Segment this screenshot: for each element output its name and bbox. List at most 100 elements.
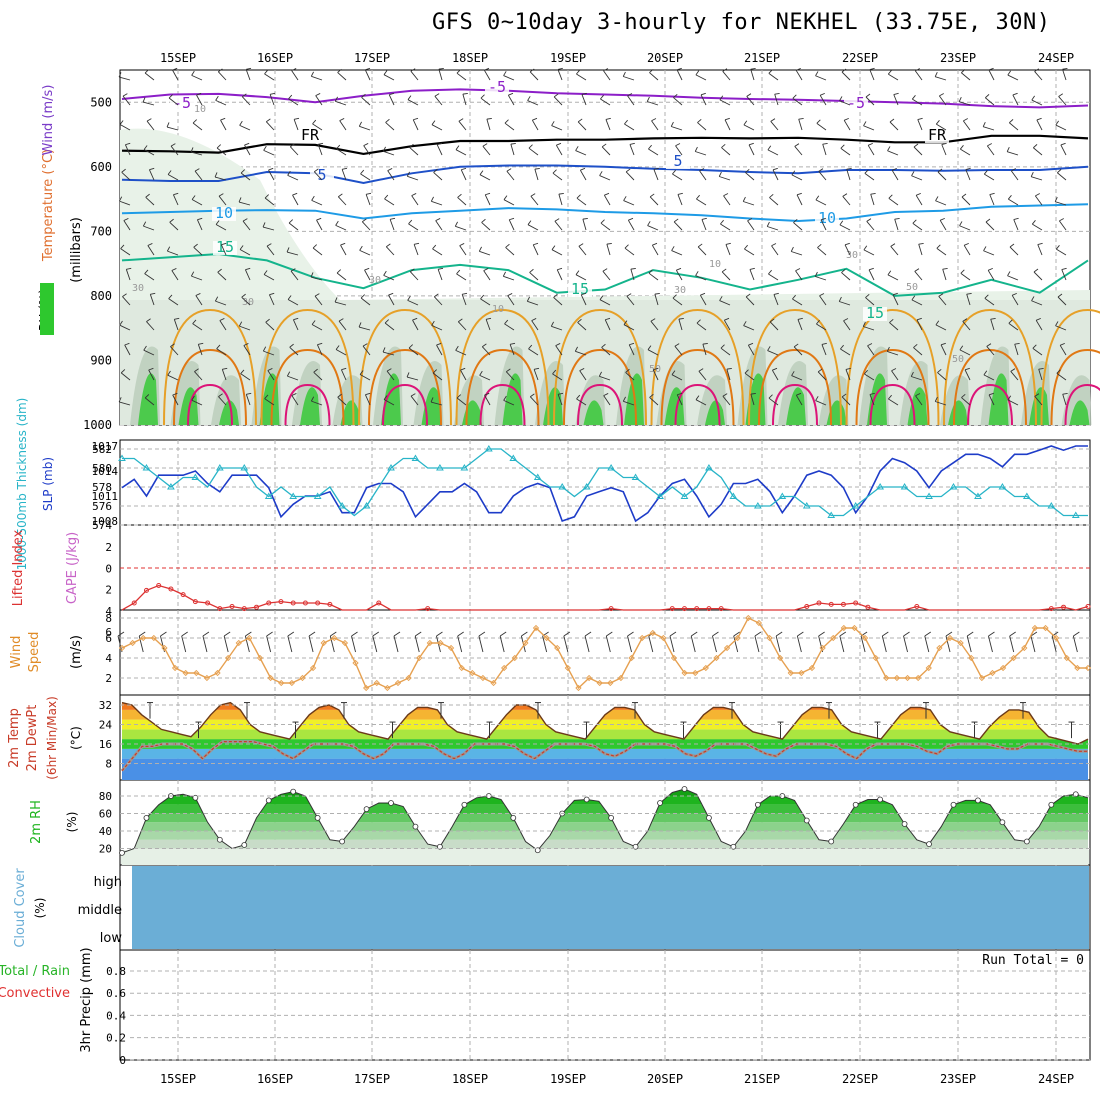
wind-barb xyxy=(555,142,563,156)
wind-barb xyxy=(768,69,779,81)
wind-barb xyxy=(168,94,179,106)
warm-contour-line xyxy=(1040,308,1100,426)
wind-barb xyxy=(791,170,803,181)
thickness-point xyxy=(362,502,371,509)
wind-speed-point xyxy=(692,669,699,677)
wind-barb xyxy=(937,368,947,381)
wind-barb xyxy=(359,245,371,256)
lifted-index-point xyxy=(278,599,284,605)
wind-barb xyxy=(744,244,755,256)
wind-barb xyxy=(983,246,995,256)
wind-speed-point xyxy=(214,669,221,677)
wind-barb xyxy=(197,342,204,356)
wind-barb xyxy=(647,345,659,356)
wind-barb xyxy=(966,292,972,306)
wind10m-barb xyxy=(1072,635,1078,653)
rh-tick: 40 xyxy=(99,825,112,838)
wind-barb xyxy=(287,295,299,306)
date-label-top: 16SEP xyxy=(257,51,293,65)
thickness-point xyxy=(1071,511,1080,518)
wind-barb xyxy=(815,396,827,406)
precip-tick: 0.4 xyxy=(106,1009,126,1022)
wind-barb xyxy=(194,168,203,181)
wind-barb xyxy=(552,169,563,181)
wind-barb xyxy=(624,244,635,256)
wind-speed-point xyxy=(777,654,784,662)
wind-barb xyxy=(958,96,971,106)
rh-color-band xyxy=(122,831,1088,840)
wind-barb xyxy=(914,268,923,281)
wind10m-barb xyxy=(796,635,802,653)
wind-barb xyxy=(238,197,251,206)
wind-speed-point xyxy=(575,684,582,692)
wind-barb xyxy=(289,143,299,156)
wind-barb xyxy=(724,117,731,131)
wind-barb xyxy=(792,294,803,306)
wind-barb xyxy=(1007,395,1019,406)
wind-barb xyxy=(575,270,587,281)
wind10m-barb-flag xyxy=(266,631,273,637)
wind10m-barb xyxy=(690,635,696,653)
wind-barb xyxy=(268,167,275,181)
wind-barb xyxy=(338,318,347,331)
rh2m-point xyxy=(926,841,932,848)
wind-speed-point xyxy=(1074,664,1081,672)
wind10m-barb-flag xyxy=(712,631,719,637)
wind-barb xyxy=(1057,169,1067,181)
wind-barb xyxy=(653,167,659,181)
wind-barb xyxy=(1059,342,1067,356)
contour-label: -5 xyxy=(488,78,506,96)
warm-contour-line xyxy=(553,308,647,426)
wind-barb xyxy=(503,395,515,406)
wind-barb xyxy=(694,146,707,156)
wind-barb xyxy=(407,295,419,306)
wind-speed-point xyxy=(819,644,826,652)
wind-speed-point xyxy=(1021,644,1028,652)
wind-barb xyxy=(430,196,443,206)
wind-barb xyxy=(457,193,467,206)
temp-tick: 24 xyxy=(99,719,113,732)
wind10m-barb-flag xyxy=(393,631,401,637)
wind-barb xyxy=(171,268,179,281)
wind-speed-point xyxy=(617,674,625,682)
wind-barb xyxy=(291,393,299,406)
wind-barb xyxy=(748,142,755,156)
wind-barb xyxy=(478,246,491,256)
lifted-index-line xyxy=(121,584,1089,611)
wind10m-barb xyxy=(605,635,611,653)
wind-barb xyxy=(217,268,227,281)
wind-barb xyxy=(726,367,732,381)
wind-barb xyxy=(144,394,155,406)
wind-speed-point xyxy=(734,634,741,642)
wind-speed-point xyxy=(936,644,943,652)
wind-barb xyxy=(959,345,971,356)
thickness-point xyxy=(313,492,322,499)
rh-color-band xyxy=(122,796,1088,805)
wind-barb xyxy=(557,392,564,406)
wind-speed-point xyxy=(288,679,295,687)
wind10m-barb-flag xyxy=(117,631,125,637)
contour-label: 10 xyxy=(492,304,504,315)
wind10m-barb-flag xyxy=(945,631,953,637)
wind-barb xyxy=(678,317,684,331)
wind-barb xyxy=(266,243,275,256)
warm-contour-line xyxy=(674,383,721,426)
lifted-index-point xyxy=(156,583,162,588)
wind10m-barb-flag xyxy=(903,631,910,637)
wind-barb xyxy=(479,170,491,181)
wind10m-barb-flag xyxy=(966,631,974,637)
contour-label: -5 xyxy=(847,94,865,112)
wind-barb xyxy=(962,118,971,131)
contour-label-bg xyxy=(815,212,839,226)
wind-barb xyxy=(938,293,947,306)
pressure-tick: 1000 xyxy=(83,418,112,432)
wind-barb xyxy=(149,292,156,306)
li-tick: 4 xyxy=(105,605,112,618)
precip-tick: 0.2 xyxy=(106,1032,126,1045)
wind10m-barb-flag xyxy=(669,631,677,637)
warm-contour-line xyxy=(577,383,623,426)
contour-label: 10 xyxy=(709,259,721,270)
contour-label-bg xyxy=(298,129,322,143)
wind-speed-point xyxy=(840,624,847,632)
wind-speed-point xyxy=(118,644,126,652)
